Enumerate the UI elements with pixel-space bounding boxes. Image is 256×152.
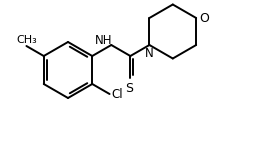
Text: CH₃: CH₃ (16, 35, 37, 45)
Text: NH: NH (95, 35, 113, 47)
Text: Cl: Cl (112, 88, 123, 100)
Text: S: S (125, 82, 133, 95)
Text: N: N (145, 47, 154, 60)
Text: O: O (199, 12, 209, 24)
